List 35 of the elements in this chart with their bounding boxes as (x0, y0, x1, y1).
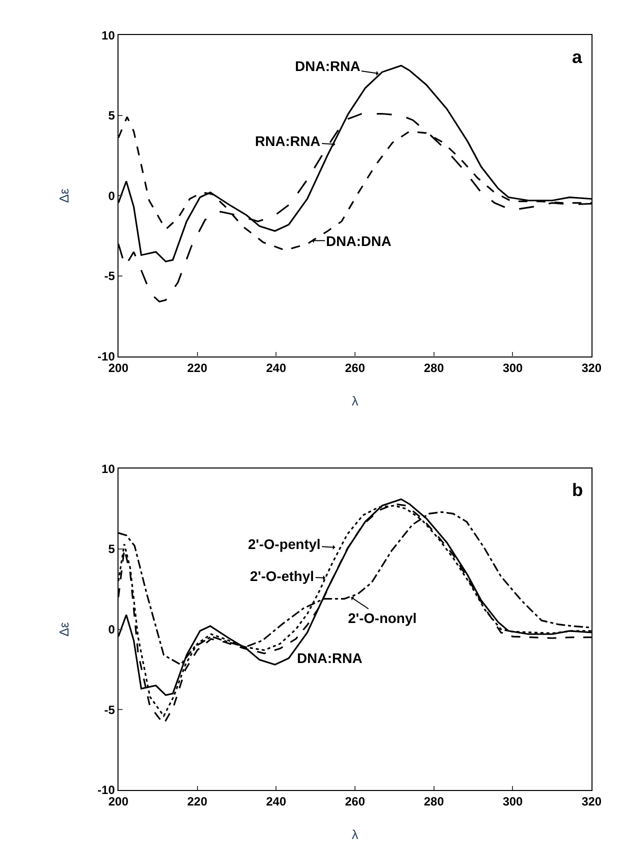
x-axis-title: λ (352, 393, 359, 408)
x-tick-label: 280 (424, 794, 444, 808)
x-tick-label: 220 (187, 360, 208, 375)
y-tick-label: 0 (108, 622, 116, 636)
y-tick-label: 0 (108, 188, 116, 203)
x-tick-label: 320 (582, 794, 602, 808)
y-tick-label: 5 (108, 542, 116, 556)
annotation: a (572, 47, 583, 67)
x-tick-label: 260 (344, 794, 366, 808)
y-axis-title: Δε (56, 622, 72, 637)
y-tick-label: 10 (102, 462, 116, 476)
x-tick-label: 200 (108, 360, 129, 375)
annotation: 2'-O-ethyl (250, 568, 314, 584)
y-axis-title: Δε (56, 188, 72, 203)
annotation: DNA:RNA (297, 650, 362, 666)
y-tick-label: 10 (102, 28, 116, 42)
x-tick-label: 300 (502, 794, 524, 808)
x-tick-label: 320 (582, 360, 602, 375)
y-tick-label: 5 (108, 108, 116, 123)
x-tick-label: 240 (266, 360, 286, 375)
x-tick-label: 280 (424, 360, 444, 375)
x-tick-label: 300 (502, 360, 524, 375)
x-tick-label: 220 (187, 794, 208, 808)
annotation: 2'-O-pentyl (248, 536, 321, 552)
y-tick-label: -10 (98, 349, 116, 364)
x-tick-label: 260 (344, 360, 366, 375)
annotation: 2'-O-nonyl (348, 610, 417, 626)
annotation: b (572, 480, 583, 500)
annotation: DNA:RNA (295, 58, 360, 74)
annotation: RNA:RNA (255, 133, 320, 149)
y-tick-label: -5 (104, 269, 116, 284)
y-tick-label: -5 (104, 702, 116, 717)
x-tick-label: 240 (266, 794, 286, 808)
x-axis-title: λ (352, 826, 359, 842)
annotation: DNA:DNA (326, 233, 392, 249)
